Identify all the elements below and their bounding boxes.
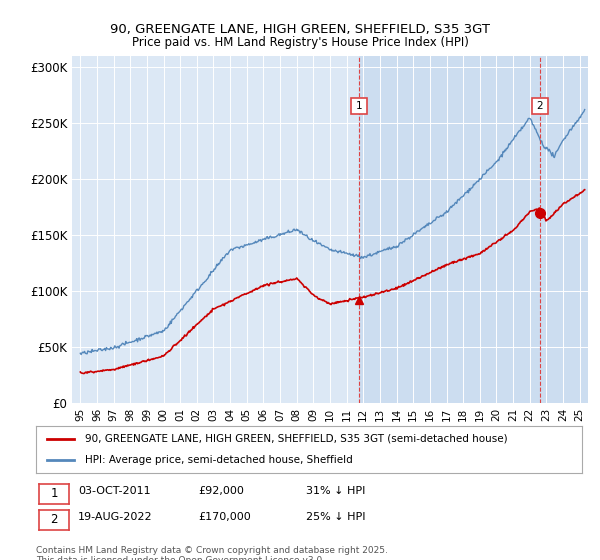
- Text: 31% ↓ HPI: 31% ↓ HPI: [306, 486, 365, 496]
- Text: 90, GREENGATE LANE, HIGH GREEN, SHEFFIELD, S35 3GT (semi-detached house): 90, GREENGATE LANE, HIGH GREEN, SHEFFIEL…: [85, 434, 508, 444]
- Text: HPI: Average price, semi-detached house, Sheffield: HPI: Average price, semi-detached house,…: [85, 455, 353, 465]
- Text: £170,000: £170,000: [198, 512, 251, 522]
- Text: 1: 1: [356, 101, 362, 111]
- Text: £92,000: £92,000: [198, 486, 244, 496]
- Text: 1: 1: [50, 487, 58, 501]
- Text: 03-OCT-2011: 03-OCT-2011: [78, 486, 151, 496]
- Text: Contains HM Land Registry data © Crown copyright and database right 2025.
This d: Contains HM Land Registry data © Crown c…: [36, 546, 388, 560]
- Text: 25% ↓ HPI: 25% ↓ HPI: [306, 512, 365, 522]
- Text: 90, GREENGATE LANE, HIGH GREEN, SHEFFIELD, S35 3GT: 90, GREENGATE LANE, HIGH GREEN, SHEFFIEL…: [110, 24, 490, 36]
- Bar: [359, 56, 588, 403]
- Text: 2: 2: [50, 513, 58, 526]
- Text: Price paid vs. HM Land Registry's House Price Index (HPI): Price paid vs. HM Land Registry's House …: [131, 36, 469, 49]
- Text: 19-AUG-2022: 19-AUG-2022: [78, 512, 152, 522]
- Text: 2: 2: [537, 101, 544, 111]
